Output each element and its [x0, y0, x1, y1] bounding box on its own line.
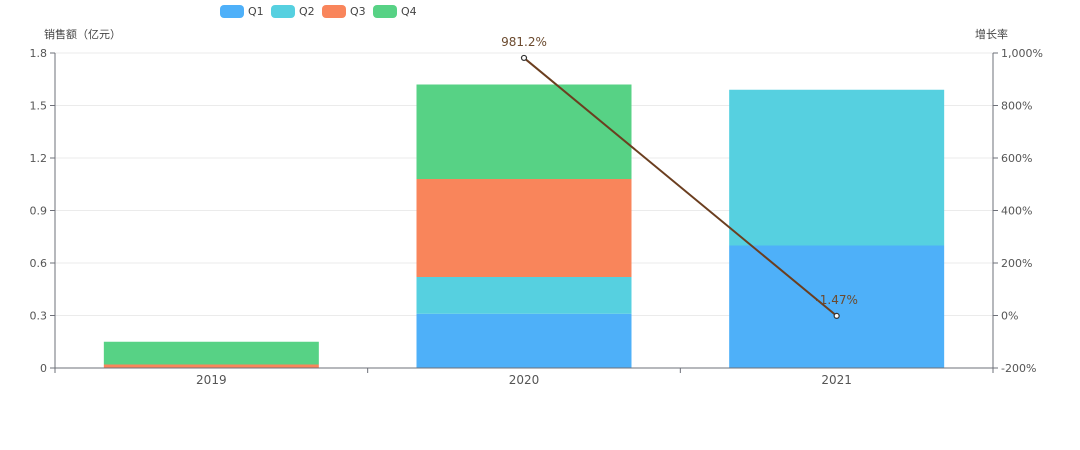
legend-label-q2[interactable]: Q2	[299, 5, 315, 18]
legend-label-q4[interactable]: Q4	[401, 5, 417, 18]
x-tick-label: 2021	[821, 373, 852, 387]
legend-label-q3[interactable]: Q3	[350, 5, 366, 18]
bar-group	[103, 84, 945, 369]
y2-tick-label: 0%	[1001, 310, 1018, 323]
growth-point[interactable]	[520, 54, 528, 62]
axes: 0 -200% 0.3 0% 0.6 200% 0.9 400% 1.2 600% 1.5 800% 1…	[30, 47, 1043, 387]
y2-tick-label: 800%	[1001, 100, 1032, 113]
growth-line	[523, 57, 838, 317]
bar-q3-2019[interactable]	[103, 364, 319, 369]
bar-q2-2020[interactable]	[416, 277, 632, 314]
y2-tick-label: 1,000%	[1001, 47, 1043, 60]
y2-tick-label: -200%	[1001, 362, 1036, 375]
legend-swatch-q4[interactable]	[373, 5, 397, 18]
y-axis-title: 销售额（亿元）	[44, 27, 121, 41]
y2-axis-title: 增长率	[975, 27, 1008, 41]
y-tick-label: 1.5	[30, 100, 48, 113]
y2-tick-label: 200%	[1001, 257, 1032, 270]
y-tick-label: 0	[40, 362, 47, 375]
y-tick-label: 0.6	[30, 257, 48, 270]
y-tick-label: 1.8	[30, 47, 48, 60]
legend[interactable]: Q1 Q2 Q3 Q4	[220, 5, 417, 18]
growth-line-group: 981.2% -1.47%	[501, 35, 858, 319]
bar-q4-2019[interactable]	[103, 341, 319, 365]
legend-label-q1[interactable]: Q1	[248, 5, 264, 18]
bar-q3-2020[interactable]	[416, 179, 632, 277]
y-tick-label: 1.2	[30, 152, 48, 165]
growth-data-label: -1.47%	[815, 293, 857, 307]
legend-swatch-q2[interactable]	[271, 5, 295, 18]
y-tick-label: 0.9	[30, 205, 48, 218]
bar-q1-2021[interactable]	[729, 245, 945, 369]
y2-tick-label: 600%	[1001, 152, 1032, 165]
growth-point[interactable]	[833, 312, 840, 319]
growth-data-label: 981.2%	[501, 35, 547, 49]
x-tick-label: 2019	[196, 373, 227, 387]
x-tick-label: 2020	[509, 373, 540, 387]
legend-swatch-q3[interactable]	[322, 5, 346, 18]
bar-q2-2021[interactable]	[729, 89, 945, 246]
y-tick-label: 0.3	[30, 310, 48, 323]
bar-q4-2020[interactable]	[416, 84, 632, 180]
bar-q1-2020[interactable]	[416, 313, 632, 368]
y2-tick-label: 400%	[1001, 205, 1032, 218]
legend-swatch-q1[interactable]	[220, 5, 244, 18]
